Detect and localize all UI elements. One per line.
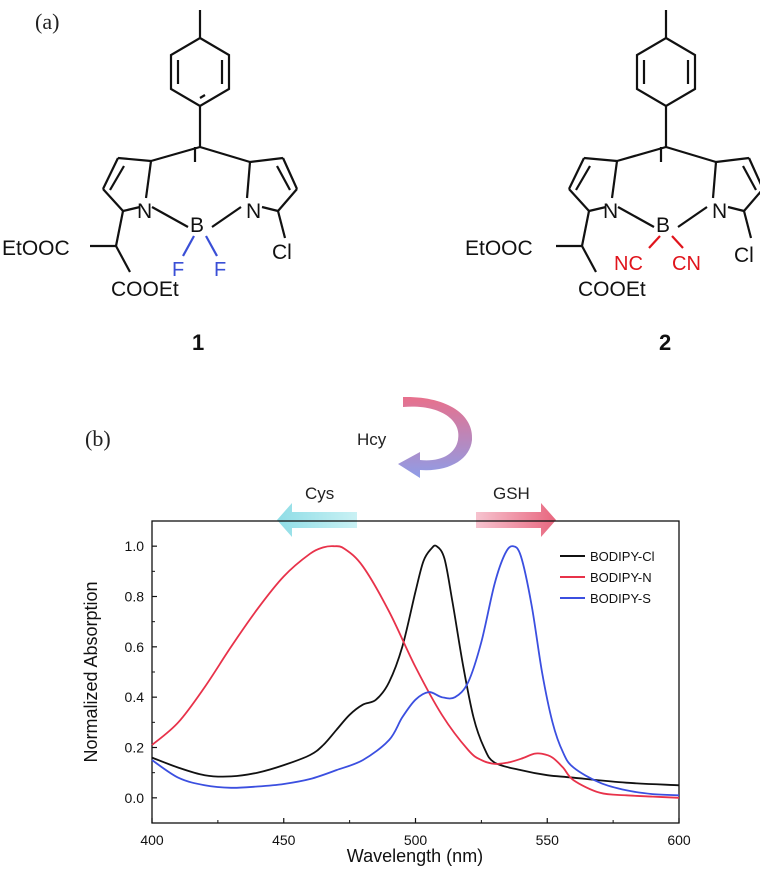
cys-arrow — [277, 503, 357, 537]
compound-2-ester-left: EtOOC — [465, 237, 533, 260]
x-axis-ticks: 400 450 500 550 600 — [140, 818, 691, 848]
legend: BODIPY-Cl BODIPY-N BODIPY-S — [560, 549, 655, 606]
x-axis-label: Wavelength (nm) — [347, 846, 483, 866]
compound-2-number: 2 — [659, 330, 671, 355]
compound-1-boron: B — [190, 214, 204, 237]
compound-2-sub-right: CN — [672, 253, 701, 275]
gsh-arrow — [476, 503, 556, 537]
panel-b-label: (b) — [85, 426, 111, 451]
y-tick-label: 0.4 — [125, 689, 145, 705]
compound-1-structure — [90, 10, 299, 273]
series-line-bodipy-s — [151, 545, 680, 797]
compound-2-n-left: N — [603, 200, 618, 223]
compound-1-ester-left: EtOOC — [2, 237, 70, 260]
compound-2-ester-bottom: COOEt — [578, 278, 646, 301]
compound-2-labels: N B N NC CN Cl EtOOC COOEt 2 — [465, 200, 754, 355]
y-tick-label: 0.0 — [125, 790, 145, 806]
compound-1-chloro: Cl — [272, 241, 292, 264]
hcy-label: Hcy — [357, 430, 387, 449]
compound-1-n-right: N — [246, 200, 261, 223]
series-line-bodipy-n — [151, 545, 680, 799]
x-tick-label: 500 — [404, 832, 428, 848]
compound-2-n-right: N — [712, 200, 727, 223]
x-tick-label: 400 — [140, 832, 164, 848]
panel-a-label: (a) — [35, 9, 59, 34]
gsh-label: GSH — [493, 484, 530, 503]
legend-label: BODIPY-S — [590, 591, 651, 606]
compound-1-n-left: N — [137, 200, 152, 223]
compound-1-ester-bottom: COOEt — [111, 278, 179, 301]
legend-label: BODIPY-N — [590, 570, 652, 585]
cys-label: Cys — [305, 484, 334, 503]
x-tick-label: 550 — [536, 832, 560, 848]
hcy-curved-arrow — [398, 396, 473, 478]
x-tick-label: 600 — [667, 832, 691, 848]
compound-1-sub-right: F — [214, 259, 226, 281]
legend-label: BODIPY-Cl — [590, 549, 655, 564]
y-axis-ticks: 0.0 0.2 0.4 0.6 0.8 1.0 — [125, 520, 157, 806]
y-tick-label: 1.0 — [125, 538, 145, 554]
plot-frame — [151, 520, 680, 824]
compound-2-sub-left: NC — [614, 253, 643, 275]
compound-1-sub-left: F — [172, 259, 184, 281]
x-tick-label: 450 — [272, 832, 296, 848]
series-line-bodipy-cl — [151, 544, 680, 787]
absorption-chart: 400 450 500 550 600 0.0 0.2 0.4 0.6 0.8 1.0 BODIP… — [81, 520, 691, 866]
y-tick-label: 0.6 — [125, 639, 145, 655]
y-tick-label: 0.2 — [125, 740, 145, 756]
compound-1-labels: N B N F F Cl EtOOC COOEt 1 — [2, 200, 292, 355]
y-tick-label: 0.8 — [125, 589, 145, 605]
y-axis-label: Normalized Absorption — [81, 581, 101, 762]
compound-1-number: 1 — [192, 330, 204, 355]
compound-2-chloro: Cl — [734, 244, 754, 267]
compound-2-boron: B — [656, 214, 670, 237]
series-layer — [151, 544, 680, 799]
